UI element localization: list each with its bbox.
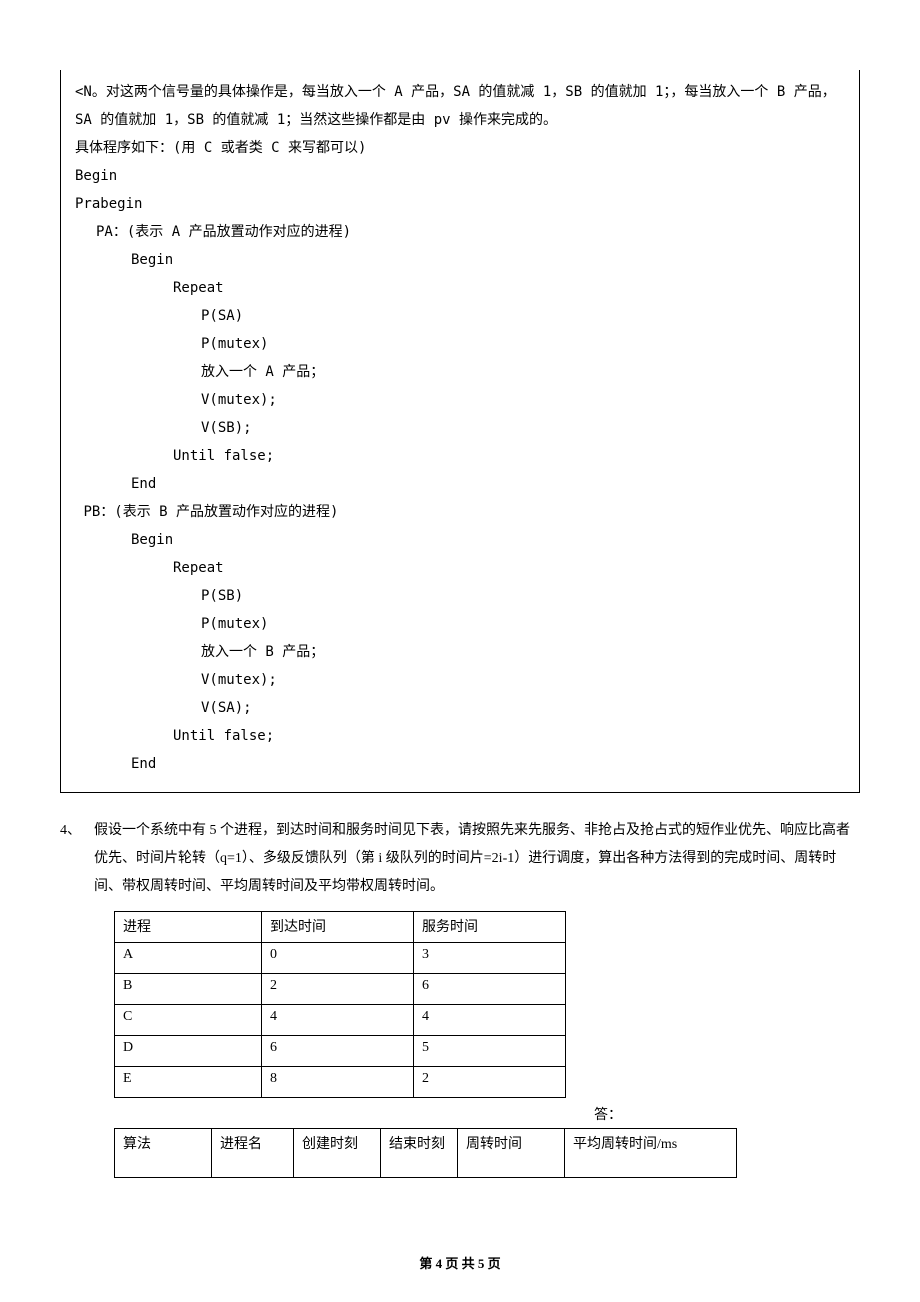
code-line: V(mutex); (75, 666, 845, 694)
table-row: 算法 进程名 创建时刻 结束时刻 周转时间 平均周转时间/ms (115, 1129, 737, 1178)
table-cell: 2 (262, 974, 414, 1005)
code-line: Repeat (75, 274, 845, 302)
code-line: Until false; (75, 442, 845, 470)
table-row: 进程 到达时间 服务时间 (115, 912, 566, 943)
table-header: 到达时间 (262, 912, 414, 943)
table-cell: 6 (414, 974, 566, 1005)
table-cell: B (115, 974, 262, 1005)
table-header: 平均周转时间/ms (565, 1129, 737, 1178)
table-cell: 4 (262, 1005, 414, 1036)
table-cell: 5 (414, 1036, 566, 1067)
table-cell: A (115, 943, 262, 974)
table-cell: 2 (414, 1067, 566, 1098)
table-cell: 0 (262, 943, 414, 974)
question-number: 4、 (60, 817, 94, 845)
table-cell: D (115, 1036, 262, 1067)
table-cell: 3 (414, 943, 566, 974)
table-header: 进程名 (212, 1129, 294, 1178)
code-line: Begin (75, 246, 845, 274)
table-cell: 8 (262, 1067, 414, 1098)
code-line: End (75, 750, 845, 778)
code-line: Repeat (75, 554, 845, 582)
code-line: PB：(表示 B 产品放置动作对应的进程) (75, 498, 845, 526)
table-cell: E (115, 1067, 262, 1098)
code-line: 放入一个 A 产品； (75, 358, 845, 386)
tables-area: 进程 到达时间 服务时间 A 0 3 B 2 6 C 4 4 D 6 (60, 911, 860, 1178)
table-cell: 6 (262, 1036, 414, 1067)
table-row: B 2 6 (115, 974, 566, 1005)
code-line: PA：(表示 A 产品放置动作对应的进程) (75, 218, 845, 246)
code-line: V(mutex); (75, 386, 845, 414)
table-header: 创建时刻 (294, 1129, 381, 1178)
result-table: 算法 进程名 创建时刻 结束时刻 周转时间 平均周转时间/ms (114, 1128, 737, 1178)
code-line: P(SB) (75, 582, 845, 610)
code-line: V(SA); (75, 694, 845, 722)
process-table: 进程 到达时间 服务时间 A 0 3 B 2 6 C 4 4 D 6 (114, 911, 566, 1098)
paragraph-2: 具体程序如下：(用 C 或者类 C 来写都可以) (75, 134, 845, 162)
code-line: Prabegin (75, 190, 845, 218)
code-line: V(SB); (75, 414, 845, 442)
table-row: E 8 2 (115, 1067, 566, 1098)
table-header: 周转时间 (458, 1129, 565, 1178)
page-footer: 第 4 页 共 5 页 (0, 1253, 920, 1272)
code-line: Until false; (75, 722, 845, 750)
code-line: Begin (75, 526, 845, 554)
table-header: 服务时间 (414, 912, 566, 943)
code-line: End (75, 470, 845, 498)
question-4: 4、 假设一个系统中有 5 个进程，到达时间和服务时间见下表，请按照先来先服务、… (60, 817, 860, 901)
code-box: <N。对这两个信号量的具体操作是，每当放入一个 A 产品，SA 的值就减 1，S… (60, 70, 860, 793)
table-header: 结束时刻 (381, 1129, 458, 1178)
table-cell: 4 (414, 1005, 566, 1036)
table-header: 算法 (115, 1129, 212, 1178)
paragraph-1: <N。对这两个信号量的具体操作是，每当放入一个 A 产品，SA 的值就减 1，S… (75, 78, 845, 134)
code-line: 放入一个 B 产品； (75, 638, 845, 666)
page: <N。对这两个信号量的具体操作是，每当放入一个 A 产品，SA 的值就减 1，S… (0, 0, 920, 1302)
code-line: Begin (75, 162, 845, 190)
table-cell: C (115, 1005, 262, 1036)
table-row: D 6 5 (115, 1036, 566, 1067)
table-row: C 4 4 (115, 1005, 566, 1036)
question-text: 假设一个系统中有 5 个进程，到达时间和服务时间见下表，请按照先来先服务、非抢占… (94, 817, 860, 901)
table-row: A 0 3 (115, 943, 566, 974)
code-line: P(mutex) (75, 610, 845, 638)
code-line: P(mutex) (75, 330, 845, 358)
table-header: 进程 (115, 912, 262, 943)
code-line: P(SA) (75, 302, 845, 330)
answer-label: 答： (594, 1104, 860, 1124)
